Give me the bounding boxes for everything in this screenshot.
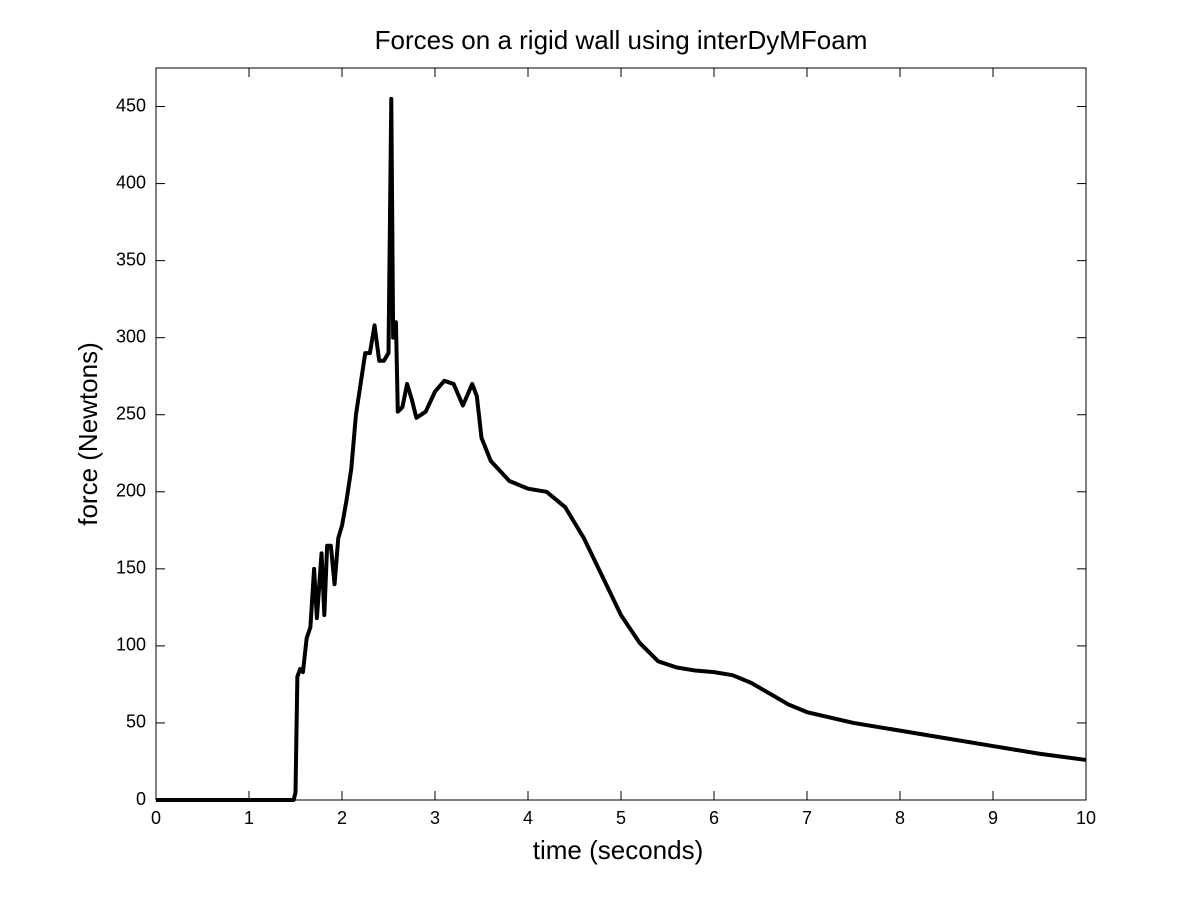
y-tick-label: 450: [116, 95, 146, 115]
y-tick-label: 400: [116, 172, 146, 192]
data-line: [156, 96, 1087, 802]
x-tick-label: 6: [709, 808, 719, 828]
y-tick-label: 200: [116, 481, 146, 501]
x-tick-label: 7: [802, 808, 812, 828]
x-tick-label: 10: [1076, 808, 1096, 828]
y-tick-label: 150: [116, 558, 146, 578]
x-tick-label: 9: [988, 808, 998, 828]
x-tick-label: 0: [151, 808, 161, 828]
x-tick-label: 5: [616, 808, 626, 828]
y-tick-label: 50: [126, 712, 146, 732]
y-tick-label: 350: [116, 249, 146, 269]
y-tick-label: 300: [116, 326, 146, 346]
x-tick-label: 4: [523, 808, 533, 828]
x-tick-label: 3: [430, 808, 440, 828]
y-tick-label: 0: [136, 789, 146, 809]
x-tick-label: 2: [337, 808, 347, 828]
x-tick-label: 8: [895, 808, 905, 828]
y-axis-label: force (Newtons): [73, 342, 103, 526]
y-tick-label: 250: [116, 403, 146, 423]
x-tick-label: 1: [244, 808, 254, 828]
y-tick-label: 100: [116, 635, 146, 655]
chart-title: Forces on a rigid wall using interDyMFoa…: [375, 25, 868, 55]
x-axis-label: time (seconds): [533, 835, 704, 865]
